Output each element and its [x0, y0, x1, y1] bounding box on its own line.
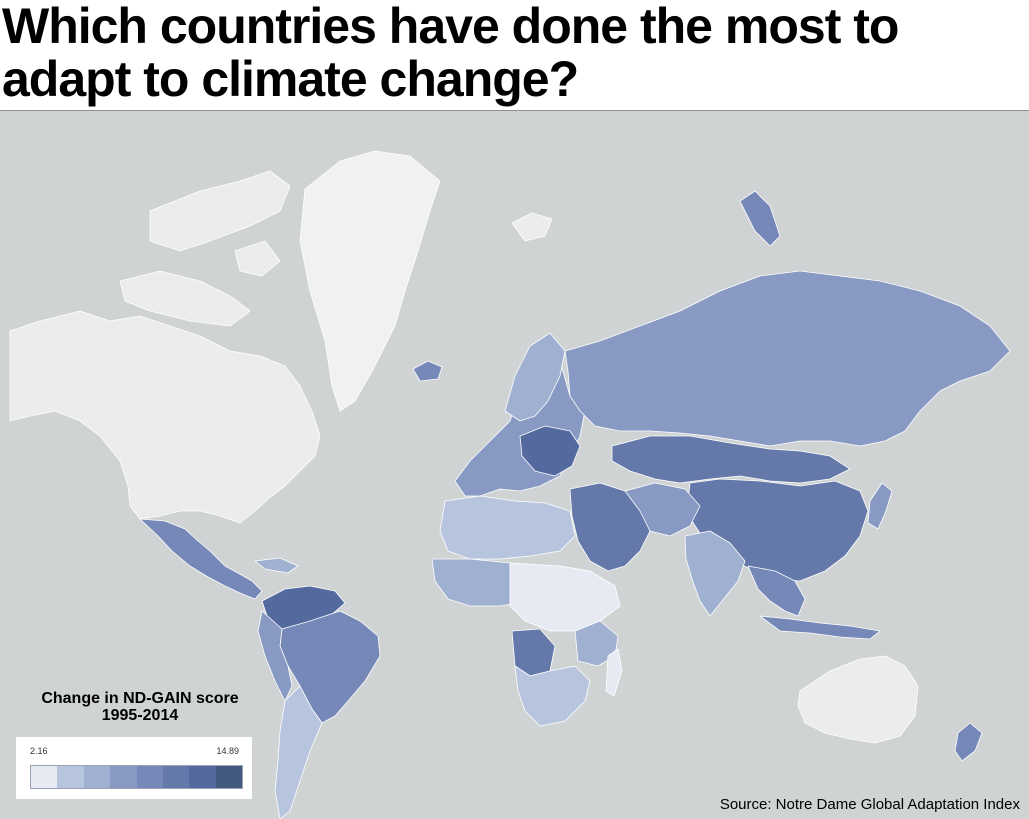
legend-swatch-2 [57, 766, 84, 788]
region-north-america[interactable] [9, 310, 321, 524]
legend-swatch-8 [215, 766, 242, 788]
map-svg [9, 150, 1011, 819]
legend-color-scale [30, 765, 243, 789]
region-eastern-europe[interactable] [519, 425, 581, 477]
region-central-asia[interactable] [611, 435, 851, 484]
region-southern-cone[interactable] [274, 685, 323, 819]
region-scandinavia[interactable] [504, 332, 566, 422]
region-australia[interactable] [797, 655, 919, 744]
legend-max-label: 14.89 [216, 746, 239, 756]
region-canada-arctic-islands[interactable] [119, 170, 291, 327]
region-middle-east[interactable] [569, 482, 651, 572]
source-note: Source: Notre Dame Global Adaptation Ind… [719, 796, 1020, 813]
region-southern-africa[interactable] [514, 665, 591, 727]
legend-swatch-3 [83, 766, 111, 788]
legend-min-label: 2.16 [30, 746, 48, 756]
region-novaya-zemlya[interactable] [739, 190, 781, 247]
region-iran-afghanistan[interactable] [624, 482, 701, 537]
region-svalbard[interactable] [511, 212, 553, 242]
region-japan[interactable] [867, 482, 893, 530]
world-map[interactable] [0, 111, 1029, 819]
region-mexico[interactable] [139, 518, 263, 600]
region-russia[interactable] [564, 270, 1011, 447]
page-title: Which countries have done the most to ad… [2, 0, 899, 107]
region-north-africa[interactable] [439, 495, 576, 560]
legend-swatch-1 [31, 766, 58, 788]
legend-swatch-7 [189, 766, 216, 788]
region-southeast-asia[interactable] [747, 565, 806, 617]
region-caribbean[interactable] [254, 557, 299, 574]
region-central-africa[interactable] [509, 562, 621, 632]
legend: Change in ND-GAIN score 1995-2014 2.16 1… [14, 690, 266, 799]
legend-title-line2: 1995-2014 [101, 707, 179, 724]
legend-title-line1: Change in ND-GAIN score [41, 690, 239, 707]
region-madagascar[interactable] [605, 648, 623, 697]
region-greenland[interactable] [299, 150, 441, 412]
legend-swatch-4 [110, 766, 137, 788]
region-india[interactable] [684, 530, 746, 617]
region-new-zealand[interactable] [954, 722, 983, 762]
legend-swatch-6 [162, 766, 190, 788]
legend-box: 2.16 14.89 [16, 737, 252, 799]
legend-swatch-5 [136, 766, 163, 788]
region-iceland[interactable] [412, 360, 443, 382]
region-andes[interactable] [257, 610, 293, 702]
region-indonesia[interactable] [759, 615, 881, 640]
title-divider [0, 110, 1029, 111]
